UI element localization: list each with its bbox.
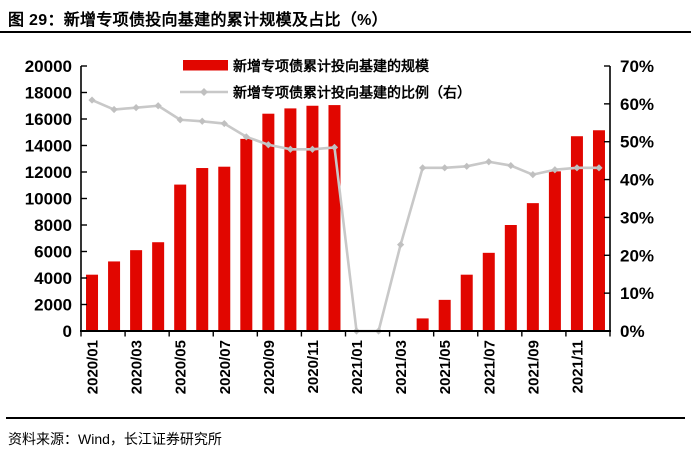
source-note: 资料来源：Wind，长江证券研究所 — [8, 431, 222, 447]
y-axis-left-label: 16000 — [25, 110, 72, 129]
x-axis-label: 2021/01 — [349, 340, 366, 394]
line-marker — [551, 166, 559, 174]
line-marker — [264, 141, 272, 149]
line-marker — [308, 145, 317, 153]
y-axis-right-label: 0% — [620, 322, 645, 341]
line-marker — [88, 96, 96, 104]
bar — [438, 299, 451, 331]
x-axis-label: 2021/03 — [393, 340, 410, 394]
bar — [284, 108, 297, 332]
y-axis-left-label: 2000 — [34, 296, 72, 315]
bar — [526, 203, 539, 331]
x-axis-label: 2020/05 — [173, 340, 190, 394]
line-marker — [242, 133, 250, 141]
bar — [416, 318, 429, 331]
bar — [328, 105, 341, 332]
line-marker — [507, 161, 515, 170]
line-marker — [220, 119, 228, 128]
ratio-line — [91, 98, 599, 333]
bar — [482, 252, 495, 331]
x-axis-label: 2020/01 — [85, 340, 102, 394]
x-axis-label: 2021/05 — [437, 340, 454, 394]
x-axis-label: 2020/11 — [305, 340, 322, 393]
legend-line-label: 新增专项债累计投向基建的比例（右） — [233, 85, 471, 101]
bar — [570, 136, 583, 331]
y-axis-left-label: 18000 — [25, 84, 72, 103]
y-axis-right-label: 30% — [620, 208, 654, 227]
line-marker — [595, 164, 603, 172]
line-marker — [132, 104, 140, 112]
y-axis-left-label: 20000 — [25, 57, 72, 76]
y-axis-left-label: 12000 — [25, 163, 72, 182]
bar — [196, 168, 209, 331]
bar — [306, 105, 319, 331]
x-axis-label: 2020/09 — [261, 340, 278, 394]
legend-line-marker — [200, 88, 208, 96]
line-marker — [485, 158, 493, 166]
footer-divider — [6, 417, 685, 419]
line-marker — [198, 117, 206, 125]
line-marker — [286, 145, 294, 153]
line-marker — [176, 116, 184, 124]
line-marker — [397, 241, 405, 249]
y-axis-right-label: 70% — [620, 57, 654, 76]
y-axis-right-label: 60% — [620, 95, 654, 114]
bar — [86, 274, 99, 331]
x-axis-label: 2021/07 — [481, 340, 498, 394]
y-axis-left-label: 4000 — [34, 269, 72, 288]
bar — [240, 138, 253, 331]
x-axis-label: 2021/11 — [569, 340, 586, 393]
y-axis-left-label: 6000 — [34, 243, 72, 262]
bar — [174, 184, 187, 331]
legend-bar-swatch — [183, 60, 228, 71]
bar — [504, 225, 517, 331]
line-marker — [463, 162, 471, 170]
x-axis-label: 2020/03 — [129, 340, 146, 394]
y-axis-right-label: 50% — [620, 133, 654, 152]
bar — [108, 261, 121, 331]
y-axis-left-label: 8000 — [34, 216, 72, 235]
y-axis-right-label: 40% — [620, 171, 654, 190]
bar — [548, 171, 561, 331]
line-marker — [419, 164, 427, 172]
y-axis-right-label: 10% — [620, 284, 654, 303]
line-marker — [529, 171, 537, 179]
y-axis-right-label: 20% — [620, 246, 654, 265]
title-underline — [0, 31, 691, 33]
y-axis-left-label: 14000 — [25, 137, 72, 156]
line-marker — [330, 143, 339, 151]
figure-title: 图 29：新增专项债投向基建的累计规模及占比（%） — [8, 12, 388, 29]
x-axis-label: 2021/09 — [525, 340, 542, 394]
bar — [460, 274, 473, 331]
line-marker — [573, 164, 581, 172]
legend-bar-label: 新增专项债累计投向基建的规模 — [233, 58, 430, 74]
line-marker — [110, 105, 118, 114]
line-marker — [441, 164, 449, 172]
bar — [592, 130, 605, 331]
y-axis-left-label: 10000 — [25, 190, 72, 209]
bar — [262, 113, 275, 331]
x-axis-label: 2020/07 — [217, 340, 234, 394]
bar — [218, 166, 231, 331]
line-marker — [154, 102, 162, 110]
bar — [152, 242, 165, 331]
bar — [130, 250, 143, 331]
y-axis-left-label: 0 — [63, 322, 72, 341]
